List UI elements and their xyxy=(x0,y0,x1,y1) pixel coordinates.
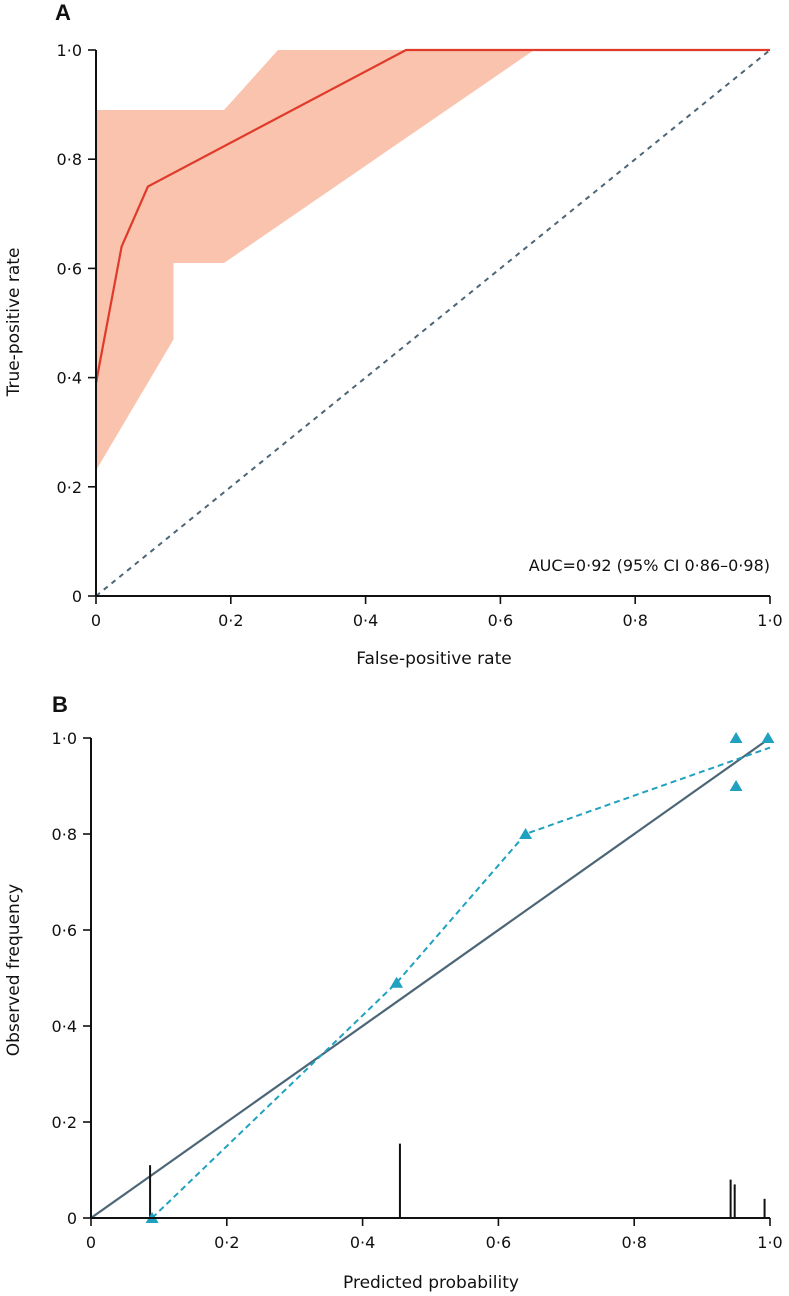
roc-ci-band xyxy=(96,50,770,471)
panel-b-label: B xyxy=(52,692,68,717)
calibration-x-tick-label: 0·6 xyxy=(486,1233,511,1252)
calibration-y-tick-label: 0·2 xyxy=(52,1113,77,1132)
calibration-y-tick-label: 1·0 xyxy=(52,729,77,748)
roc-x-tick-label: 0·8 xyxy=(622,611,647,630)
calibration-point xyxy=(729,732,743,743)
calibration-y-tick-label: 0·8 xyxy=(52,825,77,844)
calibration-axes: 0 0·2 0·4 0·6 0·8 1·0 0 0·2 0·4 0·6 0·8 1·0 xyxy=(52,729,783,1252)
roc-x-tick-label: 0·4 xyxy=(353,611,378,630)
calibration-point xyxy=(729,780,743,791)
roc-y-tick-label: 0 xyxy=(72,587,82,606)
calibration-points-layer xyxy=(145,732,775,1223)
roc-x-tick-label: 0·2 xyxy=(218,611,243,630)
calibration-x-tick-label: 1·0 xyxy=(757,1233,782,1252)
roc-x-tick-label: 0·6 xyxy=(488,611,513,630)
roc-ci-band-layer xyxy=(96,50,770,471)
calibration-x-tick-label: 0 xyxy=(86,1233,96,1252)
calibration-fit-layer xyxy=(151,746,771,1219)
calibration-x-tick-label: 0·2 xyxy=(214,1233,239,1252)
roc-x-tick-label: 0 xyxy=(91,611,101,630)
calibration-x-tick-label: 0·8 xyxy=(621,1233,646,1252)
roc-curve-line xyxy=(94,48,770,384)
panel-a: A 0 0·2 0·4 0·6 0·8 1·0 0 0·2 0·4 0·6 0·8 1·0 AUC=0… xyxy=(4,0,783,669)
roc-curve-layer xyxy=(94,48,770,384)
roc-x-axis-title: False-positive rate xyxy=(356,649,511,669)
roc-y-tick-label: 0·4 xyxy=(57,369,82,388)
roc-y-tick-label: 0·6 xyxy=(57,259,82,278)
calibration-y-tick-label: 0·6 xyxy=(52,921,77,940)
panel-b: B 0 0·2 0·4 0·6 0·8 1·0 0 0·2 0·4 0·6 0·8 1·0 Predi… xyxy=(4,692,783,1293)
calibration-x-tick-label: 0·4 xyxy=(350,1233,375,1252)
roc-reference-line xyxy=(95,49,771,597)
calibration-ideal-layer xyxy=(90,737,771,1219)
calibration-x-axis-title: Predicted probability xyxy=(343,1273,519,1293)
calibration-point xyxy=(390,976,404,988)
calibration-point xyxy=(519,828,533,839)
calibration-y-axis-title: Observed frequency xyxy=(4,884,24,1056)
calibration-fit-line xyxy=(151,746,771,1219)
calibration-y-tick-label: 0·4 xyxy=(52,1017,77,1036)
roc-y-axis-title: True-positive rate xyxy=(4,248,24,398)
roc-y-tick-label: 0·8 xyxy=(57,150,82,169)
calibration-rug-layer xyxy=(149,1143,766,1218)
calibration-ideal-line xyxy=(90,737,771,1219)
roc-x-tick-label: 1·0 xyxy=(757,611,782,630)
roc-axes: 0 0·2 0·4 0·6 0·8 1·0 0 0·2 0·4 0·6 0·8 1·0 xyxy=(57,41,783,630)
roc-y-tick-label: 1·0 xyxy=(57,41,82,60)
auc-annotation: AUC=0·92 (95% CI 0·86–0·98) xyxy=(529,556,770,575)
panel-a-label: A xyxy=(55,0,71,25)
roc-reference-layer xyxy=(95,49,771,597)
roc-y-tick-label: 0·2 xyxy=(57,478,82,497)
calibration-point xyxy=(761,732,775,743)
calibration-y-tick-label: 0 xyxy=(67,1209,77,1228)
